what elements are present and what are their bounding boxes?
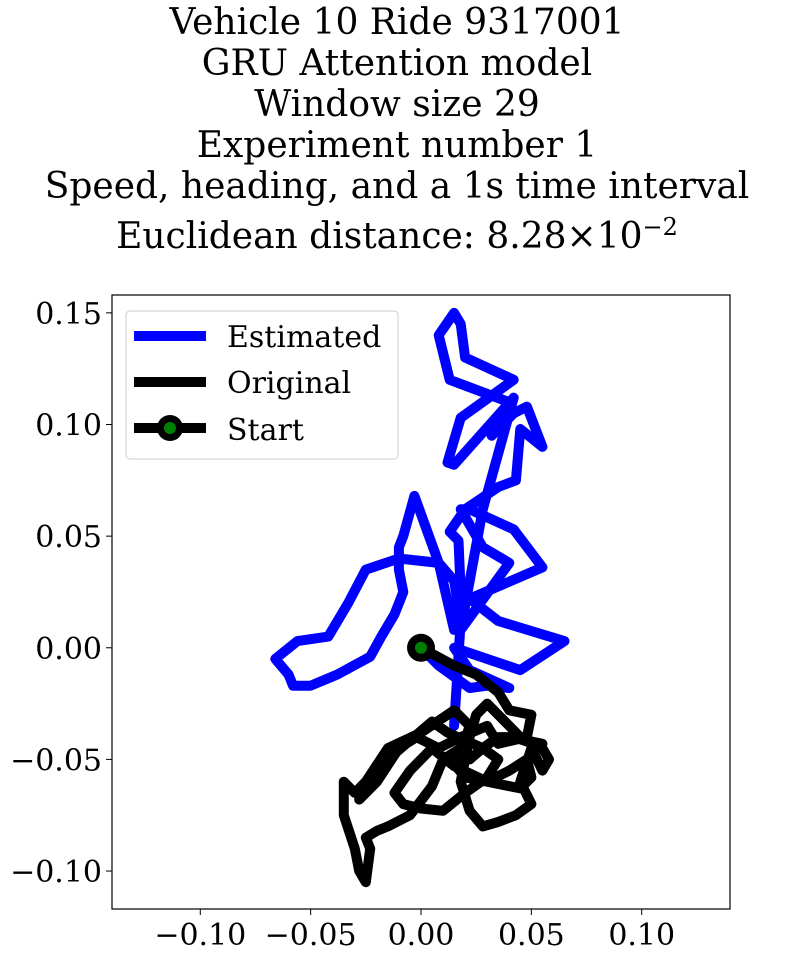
y-tick-label: 0.10	[35, 408, 102, 443]
distance-base: 10	[596, 216, 643, 257]
y-tick-label: 0.05	[35, 520, 102, 555]
distance-mantissa: 8.28	[486, 216, 567, 257]
x-tick-label: −0.10	[154, 918, 246, 953]
distance-prefix: Euclidean distance:	[116, 216, 487, 257]
title-line-experiment: Experiment number 1	[196, 125, 598, 166]
x-tick-label: 0.10	[608, 918, 675, 953]
series-line-original	[338, 642, 554, 888]
title-line-window: Window size 29	[254, 84, 540, 125]
legend-frame	[125, 310, 399, 460]
title-line-model: GRU Attention model	[201, 43, 593, 84]
chart-title: Vehicle 10 Ride 9317001 GRU Attention mo…	[0, 2, 794, 257]
legend-estimated-label: Estimated	[227, 320, 381, 355]
x-tick-label: −0.05	[265, 918, 357, 953]
start-marker-dot	[415, 641, 427, 654]
y-tick-label: 0.15	[35, 297, 102, 332]
title-line-vehicle: Vehicle 10 Ride 9317001	[169, 2, 625, 43]
series-layer	[270, 307, 570, 888]
legend-start-marker-dot	[164, 422, 176, 434]
y-tick-label: 0.00	[35, 632, 102, 667]
x-tick-label: 0.05	[498, 918, 565, 953]
axis-layer: −0.10 −0.05 0.00 0.05 0.10 −0.10 −0.05 0.00 0.05…	[10, 297, 675, 953]
series-line-estimated	[270, 307, 570, 731]
x-tick-label: 0.00	[388, 918, 455, 953]
legend-original-label: Original	[227, 366, 351, 401]
distance-exponent: −2	[642, 213, 678, 241]
y-tick-label: −0.10	[10, 855, 102, 890]
title-line-features: Speed, heading, and a 1s time interval	[44, 166, 750, 207]
legend: Estimated Original Start	[125, 310, 399, 460]
title-line-distance: Euclidean distance: 8.28×10−2	[0, 207, 794, 257]
y-tick-label: −0.05	[10, 743, 102, 778]
distance-times: ×	[566, 216, 597, 257]
legend-start-label: Start	[227, 413, 304, 448]
